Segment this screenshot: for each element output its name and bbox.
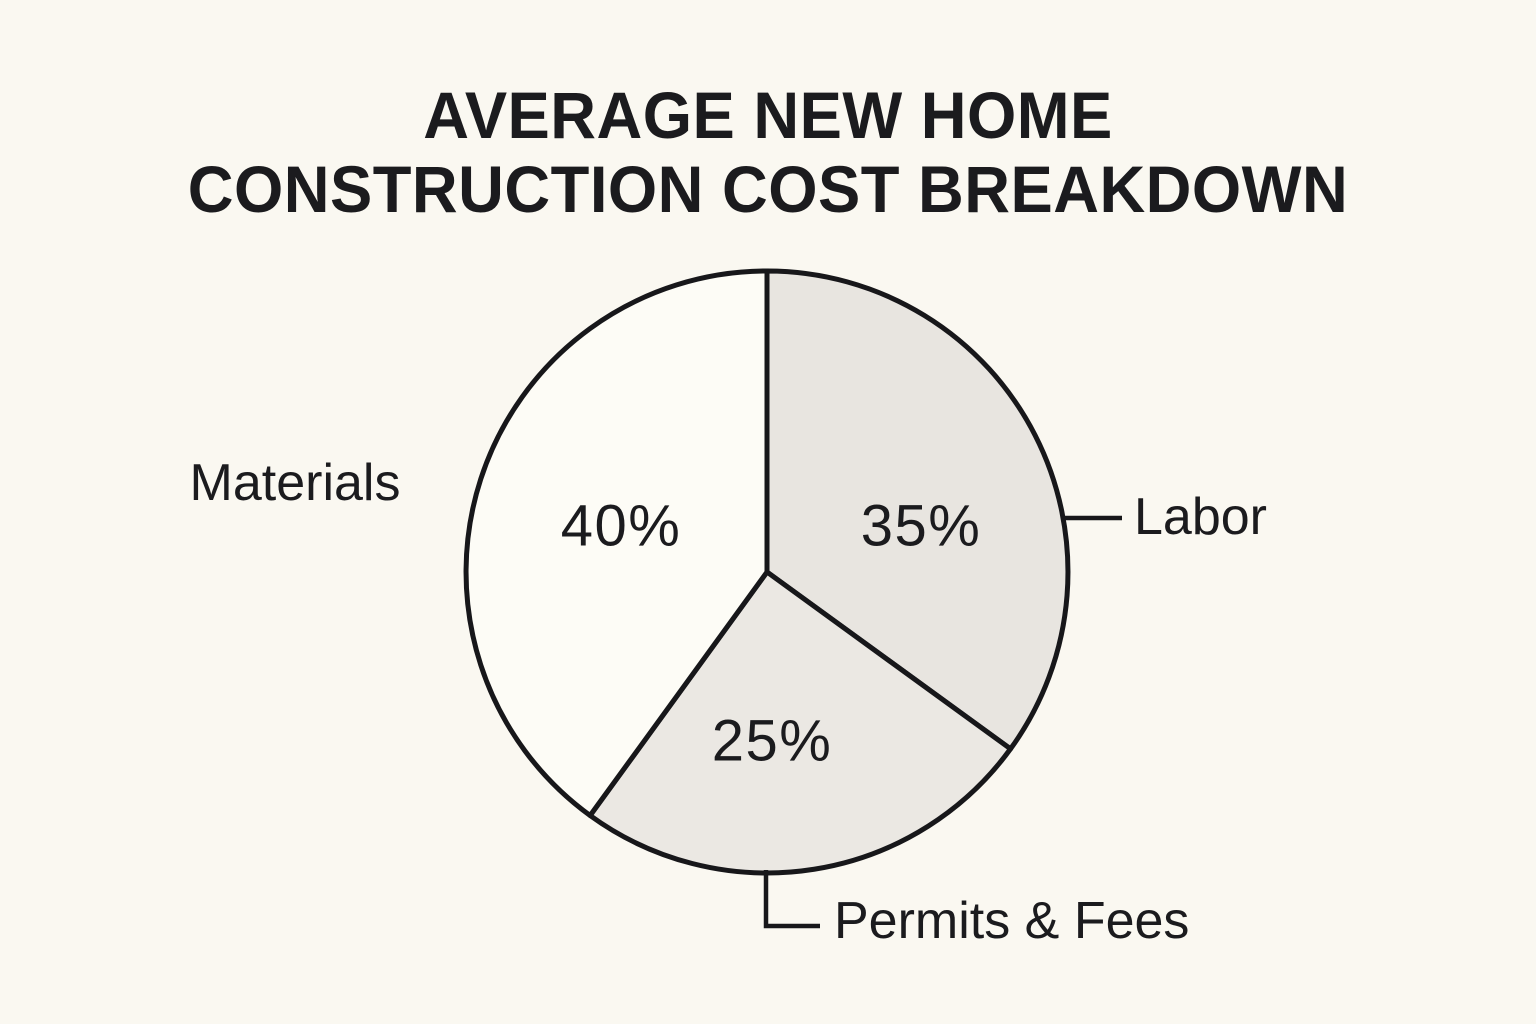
materials-percent-label: 40% xyxy=(560,493,682,559)
chart-title-line-2: CONSTRUCTION COST BREAKDOWN xyxy=(187,152,1349,226)
labor-label: Labor xyxy=(1134,488,1267,546)
pie-slice-permits-fees xyxy=(587,569,1013,876)
chart-title: AVERAGE NEW HOME CONSTRUCTION COST BREAK… xyxy=(31,78,1506,226)
pie-slice-materials xyxy=(463,268,770,818)
pie-slice-labor xyxy=(764,268,1071,752)
permits-fees-label: Permits & Fees xyxy=(834,892,1190,950)
permits-fees-leader-line xyxy=(763,870,820,929)
labor-percent-label: 35% xyxy=(860,493,982,559)
materials-label: Materials xyxy=(189,454,401,512)
permits-fees-percent-label: 25% xyxy=(711,708,833,774)
chart-title-line-1: AVERAGE NEW HOME xyxy=(423,78,1113,152)
